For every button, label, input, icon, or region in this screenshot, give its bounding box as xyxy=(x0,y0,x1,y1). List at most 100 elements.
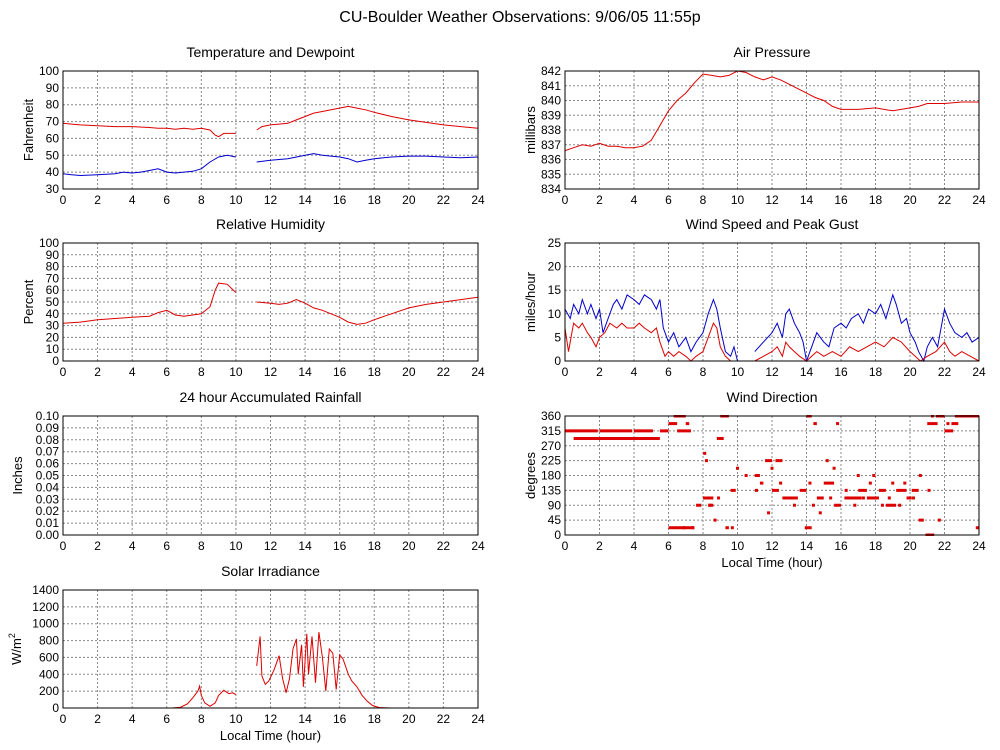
winddir-dir-run-2 xyxy=(634,429,653,433)
temp-xtick-label: 0 xyxy=(60,193,67,207)
temp-series-0-line-1 xyxy=(256,105,478,131)
winddir-dir-run-0 xyxy=(565,429,598,433)
winddir-title: Wind Direction xyxy=(726,389,817,405)
rain-ytick-label: 0.00 xyxy=(36,528,60,542)
winddir-dir-point-17 xyxy=(825,459,829,463)
winddir-dir-point-9 xyxy=(754,488,758,492)
humidity-ytick-label: 90 xyxy=(46,248,60,262)
winddir-dir-point-8 xyxy=(744,474,748,477)
humidity-xtick-label: 24 xyxy=(471,365,485,379)
humidity-xtick-label: 6 xyxy=(163,365,170,379)
temp-ytick-label: 60 xyxy=(46,131,60,145)
rain-xtick-label: 10 xyxy=(229,539,243,553)
humidity-xtick-label: 4 xyxy=(129,365,136,379)
wind-series-1-line-0 xyxy=(565,322,738,362)
humidity-ytick-label: 70 xyxy=(46,271,60,285)
humidity-xtick-label: 18 xyxy=(368,365,382,379)
winddir-dir-run-5 xyxy=(668,422,678,426)
winddir-dir-run-11 xyxy=(696,503,702,507)
winddir-dir-point-10 xyxy=(767,511,771,515)
wind-xtick-label: 10 xyxy=(731,365,745,379)
winddir-dir-run-37 xyxy=(896,488,907,492)
winddir-ytick-label: 135 xyxy=(541,483,561,497)
pressure-xtick-label: 0 xyxy=(562,193,569,207)
humidity-ytick-label: 20 xyxy=(46,330,60,344)
winddir-dir-point-19 xyxy=(832,466,836,470)
pressure-ytick-label: 836 xyxy=(541,153,561,167)
wind-xtick-label: 24 xyxy=(972,365,986,379)
winddir-dir-point-29 xyxy=(891,481,895,485)
rain-xtick-label: 20 xyxy=(402,539,416,553)
wind-ytick-label: 0 xyxy=(554,354,561,368)
winddir-xtick-label: 22 xyxy=(938,539,952,553)
winddir-dir-point-36 xyxy=(937,518,941,522)
rain-ytick-label: 0.03 xyxy=(36,492,60,506)
winddir-ytick-label: 225 xyxy=(541,454,561,468)
winddir-dir-run-42 xyxy=(927,422,938,426)
winddir-dir-run-18 xyxy=(754,474,760,477)
rain-ylabel: Inches xyxy=(10,456,25,495)
winddir-dir-point-11 xyxy=(770,466,774,470)
temp-frame xyxy=(62,70,479,190)
rain-ytick-label: 0.10 xyxy=(36,409,60,423)
temp-ytick-label: 80 xyxy=(46,98,60,112)
humidity-series-0-line-0 xyxy=(63,282,237,324)
wind-xtick-label: 22 xyxy=(938,365,952,379)
pressure-xtick-label: 16 xyxy=(834,193,848,207)
pressure-ytick-label: 834 xyxy=(541,182,561,196)
solar-xtick-label: 16 xyxy=(333,712,347,726)
humidity-ytick-label: 60 xyxy=(46,283,60,297)
temp-xtick-label: 16 xyxy=(333,193,347,207)
humidity-title: Relative Humidity xyxy=(216,216,325,232)
humidity-ytick-label: 40 xyxy=(46,307,60,321)
winddir-xtick-label: 4 xyxy=(631,539,638,553)
winddir-ytick-label: 90 xyxy=(548,498,562,512)
winddir-xtick-label: 14 xyxy=(800,539,814,553)
temp-xtick-label: 24 xyxy=(471,193,485,207)
winddir-xtick-label: 10 xyxy=(731,539,745,553)
winddir-dir-run-21 xyxy=(772,488,779,492)
pressure-xtick-label: 4 xyxy=(631,193,638,207)
rain-title: 24 hour Accumulated Rainfall xyxy=(179,389,361,405)
winddir-dir-point-31 xyxy=(903,481,907,485)
rain-xtick-label: 0 xyxy=(60,539,67,553)
winddir-dir-point-37 xyxy=(946,422,950,426)
solar-series-0-line-0 xyxy=(63,684,237,709)
humidity-ytick-label: 80 xyxy=(46,260,60,274)
solar-ytick-label: 1200 xyxy=(32,600,59,614)
winddir-dir-run-31 xyxy=(834,503,841,507)
winddir-dir-point-34 xyxy=(927,488,931,492)
solar-xtick-label: 18 xyxy=(368,712,382,726)
rain-xtick-label: 8 xyxy=(198,539,205,553)
wind-xtick-label: 6 xyxy=(665,365,672,379)
rain-xtick-label: 22 xyxy=(437,539,451,553)
solar-ylabel-sup: 2 xyxy=(7,633,17,638)
pressure-ytick-label: 837 xyxy=(541,138,561,152)
wind-ytick-label: 20 xyxy=(548,260,562,274)
pressure-ytick-label: 839 xyxy=(541,108,561,122)
pressure-ytick-label: 841 xyxy=(541,79,561,93)
winddir-dir-run-8 xyxy=(677,429,691,433)
wind-ytick-label: 15 xyxy=(548,283,562,297)
temp-xtick-label: 2 xyxy=(94,193,101,207)
humidity-ytick-label: 50 xyxy=(46,295,60,309)
winddir-xtick-label: 24 xyxy=(972,539,986,553)
pressure-ylabel: millibars xyxy=(523,106,538,154)
winddir-dir-point-38 xyxy=(975,526,979,530)
temp-xtick-label: 20 xyxy=(402,193,416,207)
winddir-xlabel: Local Time (hour) xyxy=(721,555,822,570)
pressure-ytick-label: 840 xyxy=(541,94,561,108)
wind-xtick-label: 14 xyxy=(800,365,814,379)
winddir-dir-run-30 xyxy=(823,481,835,485)
winddir-dir-point-5 xyxy=(717,496,721,500)
humidity-xtick-label: 8 xyxy=(198,365,205,379)
winddir-dir-run-1 xyxy=(599,429,633,433)
solar-xtick-label: 0 xyxy=(60,712,67,726)
rain-xtick-label: 4 xyxy=(129,539,136,553)
